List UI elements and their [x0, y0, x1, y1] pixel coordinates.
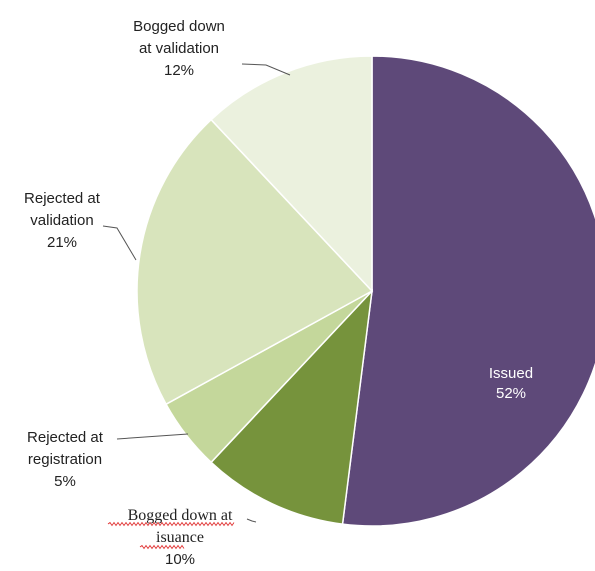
pie-slice-rejected-validation — [136, 118, 374, 406]
data-label-pct-rejected-registration: 5% — [54, 473, 76, 490]
data-label-issued-line1: Issued — [489, 365, 533, 382]
data-label-bogged-issuance-line2: isuance — [156, 529, 204, 546]
pie-slice-bogged-validation — [210, 55, 373, 293]
data-label-pct-bogged-validation: 12% — [164, 62, 194, 79]
pie-slice-issued — [341, 55, 595, 527]
leader-line-bogged-issuance — [246, 518, 257, 523]
leader-line-bogged-validation — [241, 63, 291, 76]
leader-line-rejected-validation — [102, 225, 137, 261]
data-label-rejected-validation-line1: Rejected at — [24, 190, 101, 207]
leader-line-rejected-registration — [116, 433, 189, 440]
data-label-bogged-validation-line1: Bogged down — [133, 18, 225, 35]
data-label-rejected-registration-line2: registration — [28, 451, 102, 468]
pie-slices — [136, 55, 595, 527]
data-label-rejected-validation-line2: validation — [30, 212, 93, 229]
data-label-pct-issued: 52% — [496, 385, 526, 402]
data-label-bogged-issuance-line1: Bogged down at — [128, 507, 233, 524]
spellcheck-underline — [139, 544, 185, 550]
data-label-rejected-registration-line1: Rejected at — [27, 429, 104, 446]
data-label-bogged-validation-line2: at validation — [139, 40, 219, 57]
data-label-pct-bogged-issuance: 10% — [165, 551, 195, 568]
spellcheck-underline — [107, 521, 235, 527]
pie-labels: Issued 52% Bogged down at isuance 10% Rejecte… — [24, 18, 533, 568]
data-label-pct-rejected-validation: 21% — [47, 234, 77, 251]
pie-slice-bogged-issuance — [210, 288, 374, 525]
